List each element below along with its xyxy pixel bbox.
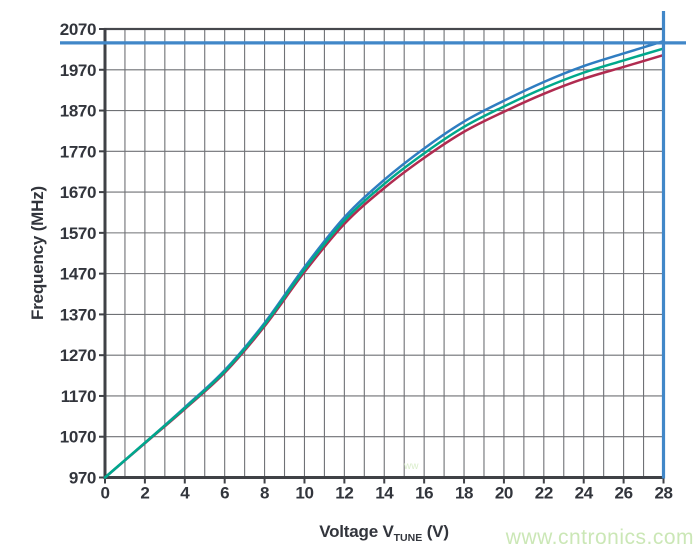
x-tick-label: 0 xyxy=(100,484,109,503)
x-tick-label: 8 xyxy=(260,484,269,503)
y-tick-label: 1470 xyxy=(60,265,96,284)
x-tick-label: 28 xyxy=(654,484,672,503)
y-tick-label: 970 xyxy=(69,469,96,488)
faint-watermark-fragment: ww xyxy=(404,461,419,472)
green-curve xyxy=(103,47,665,479)
x-tick-label: 2 xyxy=(140,484,149,503)
y-axis-title: Frequency (MHz) xyxy=(28,186,48,320)
x-tick-label: 6 xyxy=(220,484,229,503)
x-axis-title-text: Voltage V xyxy=(319,522,394,541)
x-tick-label: 16 xyxy=(415,484,433,503)
x-axis-title-subscript: TUNE xyxy=(393,532,423,544)
y-axis-title-text: Frequency (MHz) xyxy=(28,186,47,320)
x-tick-label: 14 xyxy=(375,484,394,503)
x-tick-label: 4 xyxy=(180,484,190,503)
x-axis-title: Voltage VTUNE (V) xyxy=(105,522,663,544)
x-tick-label: 26 xyxy=(615,484,633,503)
x-tick-label: 10 xyxy=(295,484,313,503)
y-tick-label: 1770 xyxy=(60,142,96,161)
y-tick-label: 1270 xyxy=(60,346,96,365)
y-tick-label: 1070 xyxy=(60,428,96,447)
x-tick-label: 22 xyxy=(535,484,553,503)
x-tick-label: 24 xyxy=(575,484,594,503)
y-tick-label: 1670 xyxy=(60,183,96,202)
y-tick-label: 1570 xyxy=(60,224,96,243)
y-tick-label: 2070 xyxy=(60,20,96,39)
x-axis-title-unit: (V) xyxy=(422,522,449,541)
watermark-cntronics: www.cntronics.com xyxy=(505,526,694,549)
y-tick-label: 1870 xyxy=(60,102,96,121)
x-tick-label: 20 xyxy=(495,484,513,503)
x-tick-label: 18 xyxy=(455,484,473,503)
y-tick-label: 1170 xyxy=(61,387,96,406)
y-tick-label: 1970 xyxy=(60,61,96,80)
x-tick-label: 12 xyxy=(335,484,353,503)
y-tick-label: 1370 xyxy=(60,305,96,324)
